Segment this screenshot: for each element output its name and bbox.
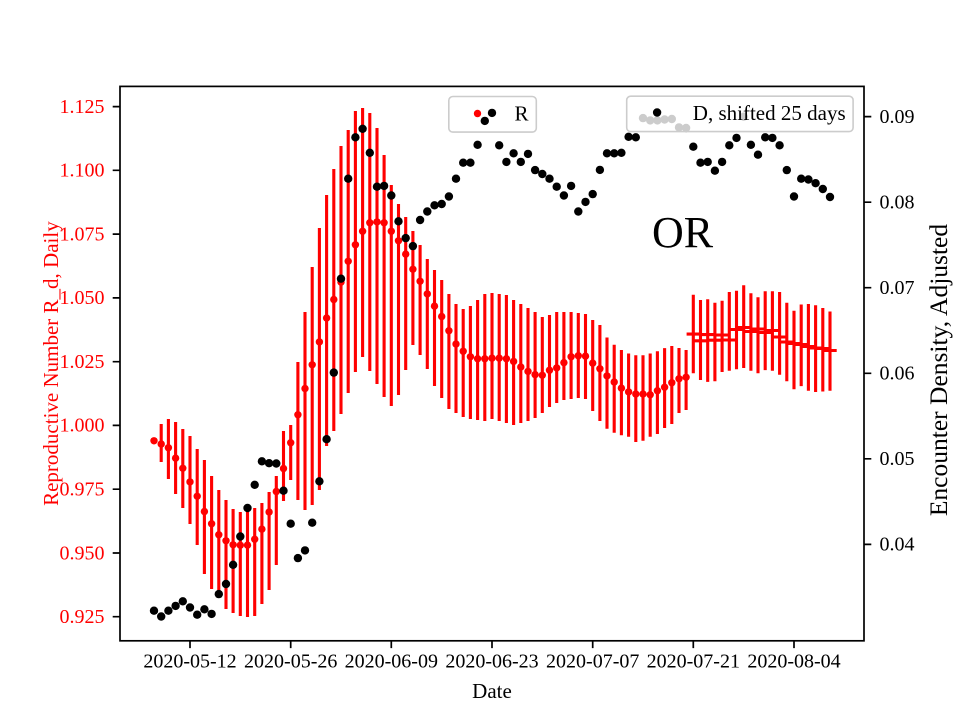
svg-text:OR: OR — [652, 208, 714, 257]
svg-text:2020-08-04: 2020-08-04 — [747, 650, 840, 672]
svg-text:2020-06-09: 2020-06-09 — [345, 650, 438, 672]
svg-text:1.050: 1.050 — [60, 287, 105, 309]
svg-text:2020-05-26: 2020-05-26 — [244, 650, 337, 672]
svg-text:D, shifted 25 days: D, shifted 25 days — [693, 101, 846, 125]
svg-text:2020-07-07: 2020-07-07 — [546, 650, 639, 672]
svg-text:0.09: 0.09 — [880, 106, 915, 128]
svg-text:0.05: 0.05 — [880, 448, 915, 470]
svg-text:Encounter Density, Adjusted: Encounter Density, Adjusted — [924, 224, 953, 517]
svg-text:2020-07-21: 2020-07-21 — [647, 650, 740, 672]
svg-text:0.08: 0.08 — [880, 192, 915, 214]
svg-text:0.04: 0.04 — [880, 534, 915, 556]
svg-text:2020-05-12: 2020-05-12 — [143, 650, 236, 672]
svg-text:1.100: 1.100 — [60, 160, 105, 182]
svg-text:0.925: 0.925 — [60, 606, 105, 628]
svg-text:1.025: 1.025 — [60, 351, 105, 373]
svg-text:0.07: 0.07 — [880, 277, 915, 299]
svg-text:0.06: 0.06 — [880, 363, 915, 385]
svg-text:0.950: 0.950 — [60, 542, 105, 564]
svg-text:1.000: 1.000 — [60, 415, 105, 437]
svg-text:R: R — [515, 102, 529, 126]
svg-text:2020-06-23: 2020-06-23 — [445, 650, 538, 672]
svg-text:1.125: 1.125 — [60, 96, 105, 118]
svg-text:Date: Date — [472, 679, 512, 703]
svg-text:0.975: 0.975 — [60, 479, 105, 501]
svg-text:1.075: 1.075 — [60, 223, 105, 245]
svg-text:Reproductive Number R_d, Daily: Reproductive Number R_d, Daily — [39, 221, 63, 506]
